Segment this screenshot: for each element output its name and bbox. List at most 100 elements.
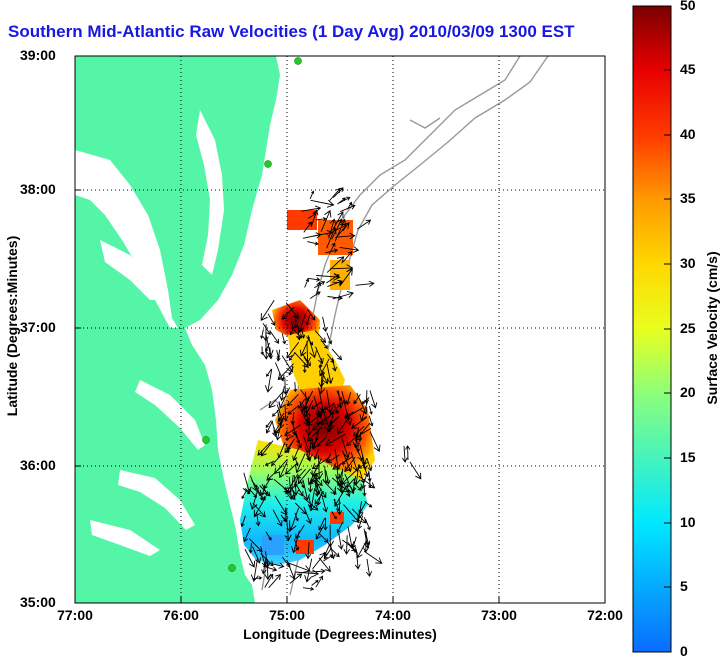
velocity-arrow (240, 515, 246, 528)
velocity-arrow (261, 486, 266, 496)
velocity-arrow (282, 405, 289, 422)
velocity-arrow (358, 501, 367, 515)
velocity-arrow (352, 481, 362, 491)
velocity-arrow (364, 531, 371, 546)
velocity-arrow (293, 351, 309, 368)
velocity-arrow (353, 464, 361, 486)
velocity-arrow (320, 209, 332, 232)
velocity-arrow (262, 324, 269, 342)
velocity-arrow (266, 562, 285, 569)
velocity-arrow (297, 468, 311, 485)
velocity-arrow (337, 532, 344, 550)
velocity-arrow (363, 550, 383, 564)
velocity-arrow (260, 346, 264, 356)
velocity-arrow (358, 431, 362, 443)
velocity-arrow (357, 219, 372, 230)
velocity-arrow (273, 479, 291, 494)
velocity-arrow (316, 491, 323, 506)
velocity-arrow (369, 390, 378, 409)
velocity-arrow (288, 562, 311, 573)
velocity-arrow (264, 573, 274, 588)
velocity-arrow (344, 407, 363, 419)
velocity-arrow (285, 302, 300, 319)
velocity-arrow (332, 456, 353, 470)
velocity-arrow (299, 337, 311, 357)
velocity-arrow (350, 416, 368, 429)
velocity-arrow (331, 511, 337, 520)
velocity-arrow (339, 246, 360, 253)
velocity-arrow (316, 482, 327, 499)
velocity-arrow (315, 217, 327, 221)
velocity-arrow (265, 420, 272, 428)
velocity-arrow (323, 517, 328, 531)
velocity-arrow (307, 277, 321, 282)
velocity-arrow (266, 368, 272, 377)
velocity-arrow (326, 363, 334, 385)
velocity-arrow (291, 488, 296, 498)
colorbar-tick-label: 35 (680, 190, 696, 206)
velocity-arrow (353, 393, 361, 405)
x-tick-label: 72:00 (587, 607, 623, 623)
velocity-arrow (278, 387, 291, 410)
y-tick-label: 36:00 (20, 457, 56, 473)
velocity-arrow (278, 461, 288, 479)
velocity-arrow (301, 205, 322, 213)
velocity-arrow (332, 211, 344, 230)
velocity-arrow (291, 421, 297, 436)
velocity-arrow (274, 495, 288, 516)
velocity-arrow (310, 209, 319, 228)
velocity-arrow (276, 349, 281, 362)
colorbar-tick-label: 50 (680, 0, 696, 13)
colorbar-tick-label: 20 (680, 384, 696, 400)
velocity-arrow (272, 509, 283, 527)
velocity-arrow (304, 278, 310, 288)
velocity-arrow (368, 415, 374, 427)
velocity-arrow (262, 565, 278, 572)
velocity-arrow (294, 569, 320, 578)
velocity-arrow (243, 527, 251, 543)
velocity-arrow (329, 412, 334, 425)
y-tick-label: 35:00 (20, 594, 56, 610)
velocity-arrow (332, 280, 344, 285)
velocity-arrow (402, 445, 408, 463)
velocity-arrow (305, 413, 323, 426)
velocity-arrow (280, 514, 287, 523)
velocity-arrow (342, 250, 353, 263)
velocity-arrow (302, 390, 314, 411)
velocity-arrow (325, 470, 331, 485)
velocity-arrow (337, 197, 346, 205)
velocity-arrow (287, 520, 292, 533)
station-marker (294, 57, 302, 65)
velocity-arrow (334, 485, 348, 507)
velocity-arrow (259, 489, 264, 501)
velocity-arrow (329, 547, 340, 558)
velocity-arrow (268, 390, 284, 409)
velocity-arrow (320, 338, 328, 350)
velocity-arrow (267, 313, 276, 326)
axis-ticks (75, 189, 500, 603)
colorbar-tick-label: 25 (680, 320, 696, 336)
y-axis-label: Latitude (Degrees:Minutes) (4, 235, 20, 417)
x-tick-label: 77:00 (57, 607, 93, 623)
velocity-arrow (310, 199, 335, 208)
velocity-arrow (261, 484, 268, 496)
velocity-arrow (318, 390, 326, 413)
velocity-arrow (313, 448, 320, 461)
velocity-arrow (325, 248, 339, 254)
velocity-arrow (369, 431, 381, 452)
velocity-arrow (323, 554, 334, 562)
velocity-arrow (252, 576, 263, 580)
velocity-arrow (315, 524, 325, 540)
velocity-arrow (347, 526, 355, 548)
velocity-arrow (288, 366, 294, 376)
velocity-arrow (336, 521, 344, 534)
velocity-arrow (328, 218, 337, 239)
land-mass (75, 56, 280, 603)
velocity-arrow (368, 405, 373, 415)
velocity-arrow (279, 386, 285, 402)
velocity-arrow (316, 436, 327, 447)
velocity-arrow (307, 241, 319, 246)
velocity-arrow (325, 433, 346, 446)
velocity-arrow (295, 453, 306, 474)
velocity-arrow (349, 546, 358, 553)
